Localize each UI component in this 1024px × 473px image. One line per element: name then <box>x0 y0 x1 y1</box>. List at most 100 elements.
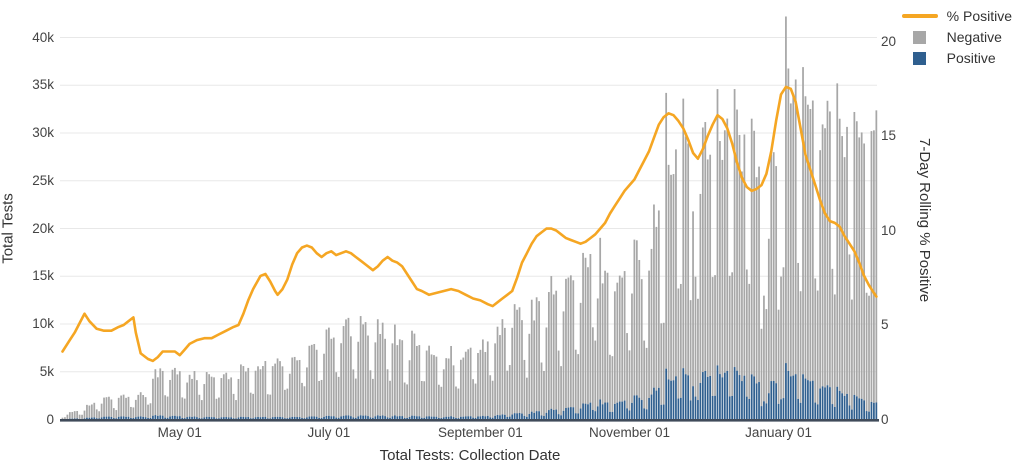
bar-negative <box>103 397 105 417</box>
legend-item-positive[interactable]: Positive <box>902 50 1012 66</box>
legend-item-pct-positive[interactable]: % Positive <box>901 8 1012 24</box>
bar-negative <box>494 343 496 416</box>
bar-negative <box>851 299 853 410</box>
bar-positive <box>733 367 736 420</box>
bar-positive <box>171 415 174 420</box>
bar-negative <box>110 399 113 417</box>
bar-positive <box>807 380 809 420</box>
left-axis-tick-label: 20k <box>32 220 54 236</box>
bar-negative <box>628 350 631 411</box>
bar-positive <box>714 395 716 420</box>
bar-negative <box>802 67 804 375</box>
bar-negative <box>98 411 101 419</box>
bar-positive <box>205 416 208 420</box>
bar-positive <box>264 416 267 420</box>
bar-negative <box>474 383 477 418</box>
bar-negative <box>525 377 528 417</box>
bar-positive <box>545 412 548 420</box>
bar-positive <box>271 417 274 420</box>
bar-positive <box>829 387 831 420</box>
bar-negative <box>306 367 308 418</box>
bar-negative <box>511 327 514 415</box>
bar-positive <box>794 374 797 420</box>
bar-negative <box>152 378 154 416</box>
bar-positive <box>799 402 802 420</box>
bar-positive <box>787 370 790 420</box>
bar-negative <box>626 333 628 409</box>
bar-positive <box>601 404 604 420</box>
bar-negative <box>120 395 123 417</box>
bar-positive <box>809 381 812 420</box>
bar-positive <box>623 400 626 420</box>
bar-negative <box>728 275 731 397</box>
bar-negative <box>68 412 71 419</box>
bar-negative <box>350 336 352 417</box>
bar-negative <box>711 277 714 396</box>
bar-positive <box>86 417 88 420</box>
bar-negative <box>858 137 861 399</box>
bar-positive <box>560 415 562 420</box>
bar-negative <box>667 164 670 380</box>
bar-negative <box>682 98 685 369</box>
bar-positive <box>481 415 484 420</box>
bar-positive <box>579 408 582 420</box>
bar-negative <box>565 278 567 408</box>
bar-negative <box>826 100 829 386</box>
bar-negative <box>545 327 548 413</box>
bar-positive <box>291 416 294 420</box>
bar-positive <box>518 412 521 420</box>
bar-negative <box>244 371 247 418</box>
bar-positive <box>755 383 758 420</box>
bar-positive <box>565 407 567 420</box>
bar-negative <box>469 347 472 417</box>
bar-positive <box>362 415 364 420</box>
left-axis-tick-label: 40k <box>32 29 54 45</box>
bar-negative <box>100 403 103 418</box>
bar-negative <box>657 210 660 388</box>
bar-negative <box>310 344 313 417</box>
bar-positive <box>288 417 291 420</box>
legend-item-negative[interactable]: Negative <box>902 29 1012 45</box>
bar-negative <box>364 322 367 416</box>
bar-negative <box>418 345 421 417</box>
bar-negative <box>775 166 778 384</box>
bar-positive <box>127 416 130 420</box>
bar-negative <box>459 359 462 417</box>
x-axis-tick-label: July 01 <box>307 425 351 440</box>
bar-positive <box>701 372 704 420</box>
bar-negative <box>697 298 699 401</box>
bar-negative <box>555 290 558 410</box>
bar-negative <box>293 356 296 417</box>
bar-positive <box>775 383 778 420</box>
bar-positive <box>523 415 526 420</box>
legend-label: Negative <box>946 29 1002 45</box>
bar-positive <box>833 406 836 420</box>
bar-positive <box>403 417 406 420</box>
bar-negative <box>81 414 83 419</box>
bar-negative <box>188 374 191 417</box>
bar-positive <box>736 370 738 420</box>
bar-negative <box>501 319 504 415</box>
bar-positive <box>230 417 233 420</box>
bar-negative <box>147 404 149 419</box>
bar-positive <box>638 397 641 420</box>
bar-positive <box>152 415 154 420</box>
bar-positive <box>704 370 707 420</box>
bar-negative <box>176 374 179 417</box>
bar-negative <box>342 326 345 416</box>
bar-negative <box>653 204 655 388</box>
bar-negative <box>90 404 93 418</box>
bar-negative <box>218 397 220 419</box>
bar-positive <box>594 411 597 420</box>
bar-negative <box>567 277 570 408</box>
bar-positive <box>748 398 751 420</box>
bar-negative <box>78 414 81 419</box>
bar-positive <box>836 386 839 420</box>
bar-negative <box>797 262 800 399</box>
bar-negative <box>613 291 616 404</box>
bar-positive <box>479 416 482 420</box>
bar-positive <box>176 416 179 420</box>
bar-positive <box>657 387 660 420</box>
bar-positive <box>804 378 807 420</box>
